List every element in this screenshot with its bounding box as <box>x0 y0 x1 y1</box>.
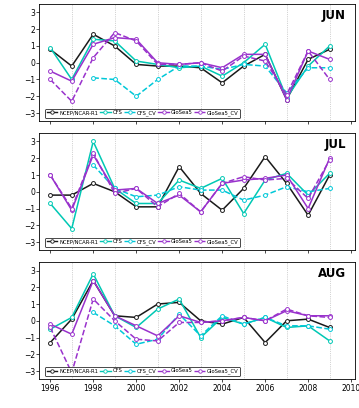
Legend: NCEP/NCAR-R1, CFS, CFS_CV, GloSea5, GloSea5_CV: NCEP/NCAR-R1, CFS, CFS_CV, GloSea5, GloS… <box>45 238 240 246</box>
Text: AUG: AUG <box>318 267 346 280</box>
Text: JUN: JUN <box>322 9 346 22</box>
Text: JUL: JUL <box>325 138 346 151</box>
Legend: NCEP/NCAR-R1, CFS, CFS_CV, GloSea5, GloSea5_CV: NCEP/NCAR-R1, CFS, CFS_CV, GloSea5, GloS… <box>45 109 240 118</box>
Legend: NCEP/NCAR-R1, CFS, CFS_CV, GloSea5, GloSea5_CV: NCEP/NCAR-R1, CFS, CFS_CV, GloSea5, GloS… <box>45 367 240 376</box>
